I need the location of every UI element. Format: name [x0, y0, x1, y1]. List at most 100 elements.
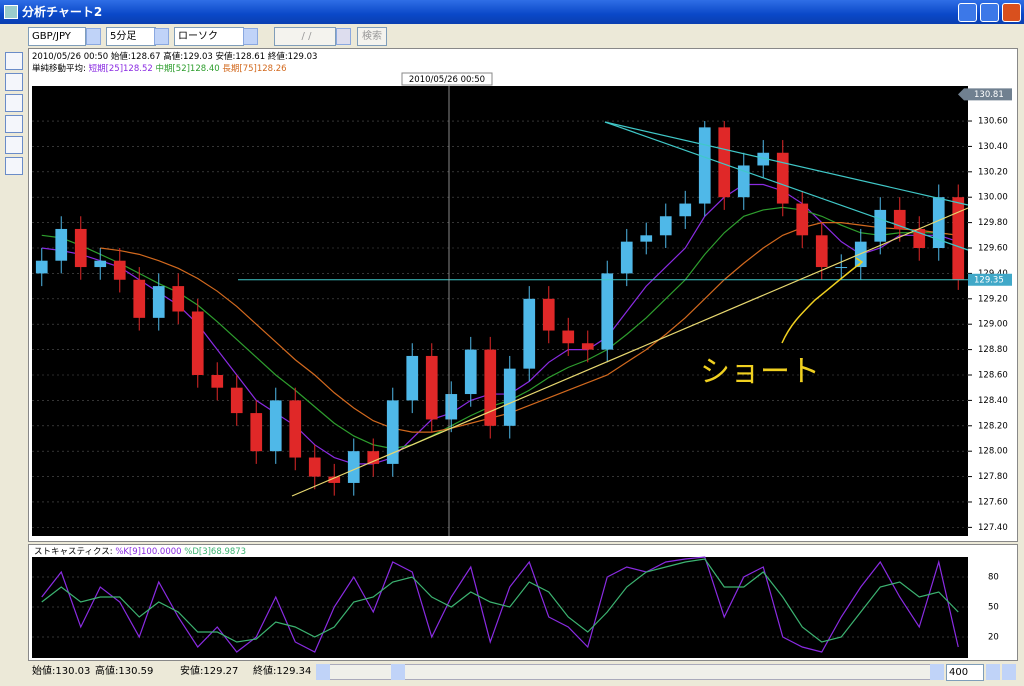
stoch-line — [41, 558, 959, 643]
count-input[interactable]: 400 — [946, 664, 984, 681]
spin-button[interactable] — [1002, 664, 1016, 680]
candle-body — [737, 165, 750, 198]
y-tick-label: 128.80 — [978, 345, 1008, 355]
candle-body — [113, 260, 126, 280]
candle-body — [191, 311, 204, 375]
top-price-label: 130.81 — [974, 90, 1004, 100]
y-tick-label: 129.80 — [978, 218, 1008, 228]
y-tick-label: 80 — [988, 573, 999, 583]
scroll-left[interactable] — [316, 664, 330, 680]
candle-body — [815, 235, 828, 268]
scroll-thumb[interactable] — [391, 664, 405, 680]
candle-body — [542, 298, 555, 331]
candle-body — [835, 267, 848, 269]
bar-info: 2010/05/26 00:50 始値:128.67 高値:129.03 安値:… — [32, 52, 318, 62]
spin-button[interactable] — [986, 664, 1000, 680]
y-tick-label: 127.80 — [978, 472, 1008, 482]
candle-body — [328, 476, 341, 483]
dropdown-arrow[interactable] — [336, 28, 351, 45]
candle-body — [620, 241, 633, 274]
candle-body — [133, 279, 146, 318]
y-tick-label: 130.20 — [978, 167, 1008, 177]
candle-body — [269, 400, 282, 452]
ma-mid: 中期[52]128.40 — [155, 64, 220, 74]
candle-body — [523, 298, 536, 369]
dropdown-arrow[interactable] — [86, 28, 101, 45]
candle-body — [94, 260, 107, 268]
tool-button[interactable] — [5, 94, 23, 112]
current-price-box — [968, 273, 1012, 286]
plot-area — [32, 86, 968, 536]
status-low: 安値:129.27 — [180, 666, 239, 677]
stoch-title: ストキャスティクス: %K[9]100.0000 %D[3]68.9873 — [34, 547, 246, 557]
candle-body — [932, 197, 945, 249]
candle-body — [74, 228, 87, 268]
status-close: 終値:129.34 — [253, 666, 312, 677]
tool-button[interactable] — [5, 115, 23, 133]
y-tick-label: 127.60 — [978, 497, 1008, 507]
ma-line — [100, 222, 959, 433]
y-tick-label: 128.60 — [978, 370, 1008, 380]
symbol-select[interactable]: GBP/JPY — [28, 27, 86, 46]
y-tick-label: 130.60 — [978, 117, 1008, 127]
dropdown-arrow[interactable] — [154, 28, 169, 45]
candle-body — [308, 457, 321, 477]
minimize-button[interactable] — [958, 3, 977, 22]
candle-body — [35, 260, 48, 274]
candle-body — [952, 197, 965, 280]
status-open: 始値:130.03 — [32, 666, 91, 677]
candle-body — [698, 127, 711, 204]
annotation: ショート — [700, 355, 820, 390]
candle-body — [464, 349, 477, 395]
candle-body — [503, 368, 516, 426]
candle-body — [406, 355, 419, 401]
ma-long: 長期[75]128.26 — [222, 64, 287, 74]
candle-body — [913, 228, 926, 249]
stoch-plot-area — [32, 557, 968, 658]
close-button[interactable] — [1002, 3, 1021, 22]
y-tick-label: 50 — [988, 603, 999, 613]
candle-body — [640, 235, 653, 242]
candle-body — [796, 203, 809, 236]
candle-body — [55, 228, 68, 261]
app-icon — [4, 5, 18, 19]
tool-button[interactable] — [5, 136, 23, 154]
candle-body — [893, 209, 906, 229]
search-button[interactable]: 検索 — [357, 27, 387, 46]
maximize-button[interactable] — [980, 3, 999, 22]
legend-entry: %K[9]100.0000 — [115, 547, 181, 557]
candle-body — [718, 127, 731, 198]
candle-body — [679, 203, 692, 217]
tool-button[interactable] — [5, 52, 23, 70]
candle-body — [659, 216, 672, 236]
candle-body — [562, 330, 575, 344]
trend-line — [291, 207, 969, 497]
candle-body — [211, 374, 224, 388]
candle-body — [230, 387, 243, 414]
scroll-right[interactable] — [930, 664, 944, 680]
title-bar: 分析チャート2 — [0, 0, 1024, 24]
arrow-annotation — [781, 257, 864, 344]
ma-label: 単純移動平均: — [32, 64, 86, 74]
dropdown-arrow[interactable] — [243, 28, 258, 45]
candle-body — [367, 451, 380, 464]
candle-body — [484, 349, 497, 426]
y-tick-label: 128.40 — [978, 396, 1008, 406]
stoch-line — [41, 556, 959, 653]
candle-body — [425, 355, 438, 420]
status-high: 高値:130.59 — [95, 666, 154, 677]
candle-body — [757, 152, 770, 166]
candle-body — [854, 241, 867, 268]
candle-body — [581, 343, 594, 350]
y-tick-label: 127.40 — [978, 523, 1008, 533]
tool-button[interactable] — [5, 73, 23, 91]
candle-body — [347, 451, 360, 483]
y-tick-label: 129.00 — [978, 320, 1008, 330]
trend-line — [604, 121, 969, 251]
y-tick-label: 128.00 — [978, 447, 1008, 457]
crosshair-label: 2010/05/26 00:50 — [409, 75, 485, 85]
date-input[interactable]: / / — [274, 27, 336, 46]
tool-button[interactable] — [5, 157, 23, 175]
